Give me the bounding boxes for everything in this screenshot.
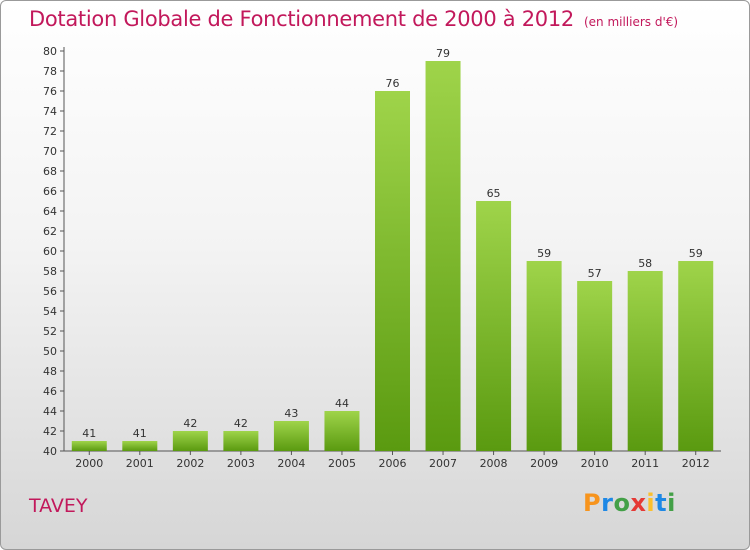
- bar: [324, 411, 360, 451]
- x-tick-label: 2003: [227, 457, 255, 470]
- bar: [172, 431, 208, 451]
- bar: [526, 261, 562, 451]
- logo-letter: o: [613, 489, 631, 517]
- bar-value-label: 43: [284, 407, 298, 420]
- x-tick-label: 2000: [75, 457, 103, 470]
- y-tick-label: 62: [43, 225, 57, 238]
- chart-title: Dotation Globale de Fonctionnement de 20…: [29, 7, 678, 31]
- y-tick-label: 54: [43, 305, 57, 318]
- bar-value-label: 44: [335, 397, 349, 410]
- y-tick-label: 42: [43, 425, 57, 438]
- x-tick-label: 2006: [379, 457, 407, 470]
- bar: [678, 261, 714, 451]
- y-tick-label: 68: [43, 165, 57, 178]
- bar: [627, 271, 663, 451]
- y-tick-label: 66: [43, 185, 57, 198]
- y-tick-label: 40: [43, 445, 57, 458]
- bar-value-label: 65: [487, 187, 501, 200]
- y-tick-label: 64: [43, 205, 57, 218]
- y-tick-label: 48: [43, 365, 57, 378]
- logo-letter: i: [646, 489, 656, 517]
- logo-letter: P: [583, 489, 602, 517]
- x-tick-label: 2002: [176, 457, 204, 470]
- y-tick-label: 78: [43, 65, 57, 78]
- bar: [223, 431, 259, 451]
- x-tick-label: 2011: [631, 457, 659, 470]
- bar: [375, 91, 410, 451]
- bar-value-label: 59: [689, 247, 703, 260]
- logo-letter: t: [655, 489, 668, 517]
- y-tick-label: 46: [43, 385, 57, 398]
- bar-value-label: 42: [234, 417, 248, 430]
- y-tick-label: 56: [43, 285, 57, 298]
- x-tick-label: 2012: [682, 457, 710, 470]
- y-tick-label: 44: [43, 405, 57, 418]
- x-tick-label: 2008: [480, 457, 508, 470]
- bar: [273, 421, 309, 451]
- x-tick-label: 2010: [581, 457, 609, 470]
- bar: [476, 201, 512, 451]
- y-tick-label: 52: [43, 325, 57, 338]
- bar: [577, 281, 613, 451]
- y-tick-label: 80: [43, 45, 57, 58]
- x-tick-label: 2009: [530, 457, 558, 470]
- x-tick-label: 2001: [126, 457, 154, 470]
- bar-value-label: 79: [436, 47, 450, 60]
- y-tick-label: 60: [43, 245, 57, 258]
- x-tick-label: 2005: [328, 457, 356, 470]
- chart-title-text: Dotation Globale de Fonctionnement de 20…: [29, 7, 574, 31]
- chart-unit: (en milliers d'€): [583, 15, 679, 29]
- y-tick-label: 58: [43, 265, 57, 278]
- y-tick-label: 50: [43, 345, 57, 358]
- bar-value-label: 57: [588, 267, 602, 280]
- x-tick-label: 2004: [277, 457, 305, 470]
- bar-value-label: 41: [133, 427, 147, 440]
- bar-value-label: 76: [386, 77, 400, 90]
- logo-letter: i: [667, 489, 676, 517]
- y-tick-label: 74: [43, 105, 57, 118]
- commune-name: TAVEY: [29, 495, 88, 517]
- y-tick-label: 76: [43, 85, 57, 98]
- x-tick-label: 2007: [429, 457, 457, 470]
- bar: [71, 441, 107, 451]
- y-tick-label: 70: [43, 145, 57, 158]
- bar-value-label: 41: [82, 427, 96, 440]
- proxiti-logo: Proxiti: [583, 489, 676, 517]
- bar-value-label: 58: [638, 257, 652, 270]
- logo-letter: x: [630, 489, 647, 517]
- bar-value-label: 42: [183, 417, 197, 430]
- bar: [425, 61, 461, 451]
- bar-value-label: 59: [537, 247, 551, 260]
- bar: [122, 441, 158, 451]
- y-tick-label: 72: [43, 125, 57, 138]
- logo-letter: r: [601, 489, 614, 517]
